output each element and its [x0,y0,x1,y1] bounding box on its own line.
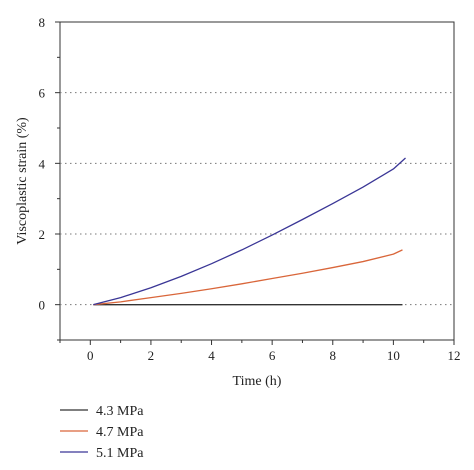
series-lines [93,157,406,306]
legend-label: 5.1 MPa [96,446,144,461]
x-tick-label: 0 [87,348,94,363]
series-line-4-7-mpa [93,249,403,306]
x-tick-label: 4 [208,348,215,363]
x-tick-label: 8 [330,348,337,363]
y-tick-label: 6 [39,86,46,101]
y-axis-label: Viscoplastic strain (%) [15,117,30,245]
y-tick-label: 0 [39,298,46,313]
legend-label: 4.7 MPa [96,425,144,440]
y-tick-label: 8 [39,15,46,30]
x-axis-label: Time (h) [233,374,282,389]
x-tick-label: 2 [148,348,155,363]
axis-ticks: 0 2 4 6 8 10 12 0 2 4 6 8 [39,15,461,363]
legend: 4.3 MPa 4.7 MPa 5.1 MPa [60,404,144,461]
y-tick-label: 4 [39,156,46,171]
series-line-5-1-mpa [93,157,406,306]
x-tick-label: 10 [387,348,400,363]
y-tick-label: 2 [39,227,46,242]
grid-lines [60,92,454,306]
plot-frame [59,21,455,341]
x-tick-label: 12 [448,348,461,363]
legend-label: 4.3 MPa [96,404,144,419]
x-tick-label: 6 [269,348,276,363]
